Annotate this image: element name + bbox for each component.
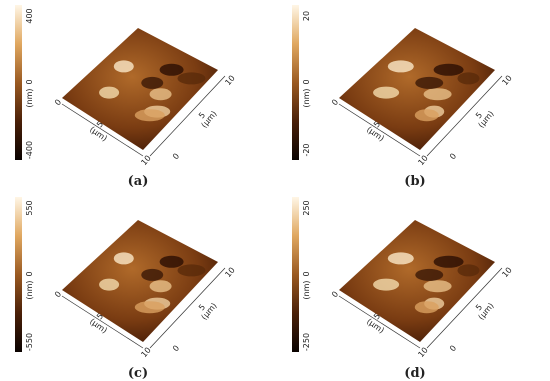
surface-feature [113, 252, 134, 265]
axis-edge [61, 103, 144, 157]
surface-feature [134, 109, 165, 122]
colorbar-unit: (nm) [302, 88, 311, 107]
axis-edge [149, 75, 226, 157]
axis-edge [149, 267, 226, 349]
colorbar-max: 550 [25, 200, 34, 215]
surface-feature [423, 280, 452, 293]
axis-label: 0 [53, 98, 63, 108]
axis-label: 5 [372, 120, 382, 130]
surface-feature [149, 280, 172, 293]
axis-label: 0 [448, 344, 458, 354]
axis-label: 5 [474, 303, 484, 313]
colorbar-max: 250 [302, 200, 311, 215]
axis-label: 10 [223, 266, 236, 280]
axis-label: 0 [448, 152, 458, 162]
surface-feature [433, 255, 464, 268]
surface-feature [113, 60, 134, 73]
surface-feature [141, 76, 164, 89]
colorbar-zero: 0 [302, 79, 311, 84]
axis-label: 10 [500, 266, 513, 280]
colorbar-unit: (nm) [25, 280, 34, 299]
axis-label: 5 [95, 312, 105, 322]
surface-feature [149, 88, 172, 101]
surface-feature [414, 301, 439, 314]
axis-label: 5 [197, 111, 207, 121]
colorbar-zero: 0 [25, 271, 34, 276]
axis-label: 5 [474, 111, 484, 121]
surface-feature [177, 72, 206, 85]
caption: (c) [128, 366, 148, 381]
colorbar-min: -400 [25, 141, 34, 159]
surface-feature [433, 63, 464, 76]
colorbar [292, 197, 299, 352]
colorbar-max: 400 [25, 8, 34, 23]
surface-feature [457, 72, 480, 85]
colorbar [292, 5, 299, 160]
surface-feature [415, 76, 444, 89]
axis-edge [338, 295, 421, 349]
axis-label: 5 [372, 312, 382, 322]
axis-unit: (μm) [365, 317, 386, 335]
colorbar-min: -250 [302, 333, 311, 351]
caption: (d) [404, 366, 425, 381]
axis-edge [61, 295, 144, 349]
axis-edge [338, 103, 421, 157]
axis-label: 0 [53, 290, 63, 300]
colorbar-zero: 0 [25, 79, 34, 84]
axis-label: 0 [330, 98, 340, 108]
colorbar-unit: (nm) [302, 280, 311, 299]
axis-unit: (μm) [199, 109, 218, 129]
axis-label: 0 [330, 290, 340, 300]
surface-feature [159, 255, 184, 268]
axis-edge [426, 75, 503, 157]
colorbar-max: 20 [302, 11, 311, 21]
axis-edge [426, 267, 503, 349]
colorbar-min: -20 [302, 143, 311, 156]
axis-unit: (μm) [365, 125, 386, 143]
afm-surface [62, 28, 218, 150]
surface-feature [134, 301, 165, 314]
colorbar-min: -550 [25, 333, 34, 351]
axis-label: 10 [223, 74, 236, 88]
afm-surface [62, 220, 218, 342]
surface-feature [99, 86, 120, 99]
colorbar [15, 197, 22, 352]
surface-feature [414, 109, 439, 122]
afm-surface [339, 220, 495, 342]
axis-unit: (μm) [88, 125, 109, 143]
surface-feature [141, 268, 164, 281]
axis-label: 5 [95, 120, 105, 130]
surface-feature [177, 264, 206, 277]
afm-surface [339, 28, 495, 150]
axis-label: 0 [171, 344, 181, 354]
axis-label: 5 [197, 303, 207, 313]
colorbar [15, 5, 22, 160]
axis-label: 10 [500, 74, 513, 88]
surface-feature [373, 86, 400, 99]
surface-feature [373, 278, 400, 291]
surface-feature [159, 63, 184, 76]
caption: (a) [128, 174, 149, 189]
axis-label: 0 [171, 152, 181, 162]
surface-feature [457, 264, 480, 277]
axis-unit: (μm) [88, 317, 109, 335]
surface-feature [387, 252, 414, 265]
axis-unit: (μm) [476, 301, 495, 321]
surface-feature [415, 268, 444, 281]
caption: (b) [404, 174, 425, 189]
colorbar-unit: (nm) [25, 88, 34, 107]
axis-unit: (μm) [199, 301, 218, 321]
surface-feature [387, 60, 414, 73]
axis-unit: (μm) [476, 109, 495, 129]
colorbar-zero: 0 [302, 271, 311, 276]
surface-feature [99, 278, 120, 291]
surface-feature [423, 88, 452, 101]
